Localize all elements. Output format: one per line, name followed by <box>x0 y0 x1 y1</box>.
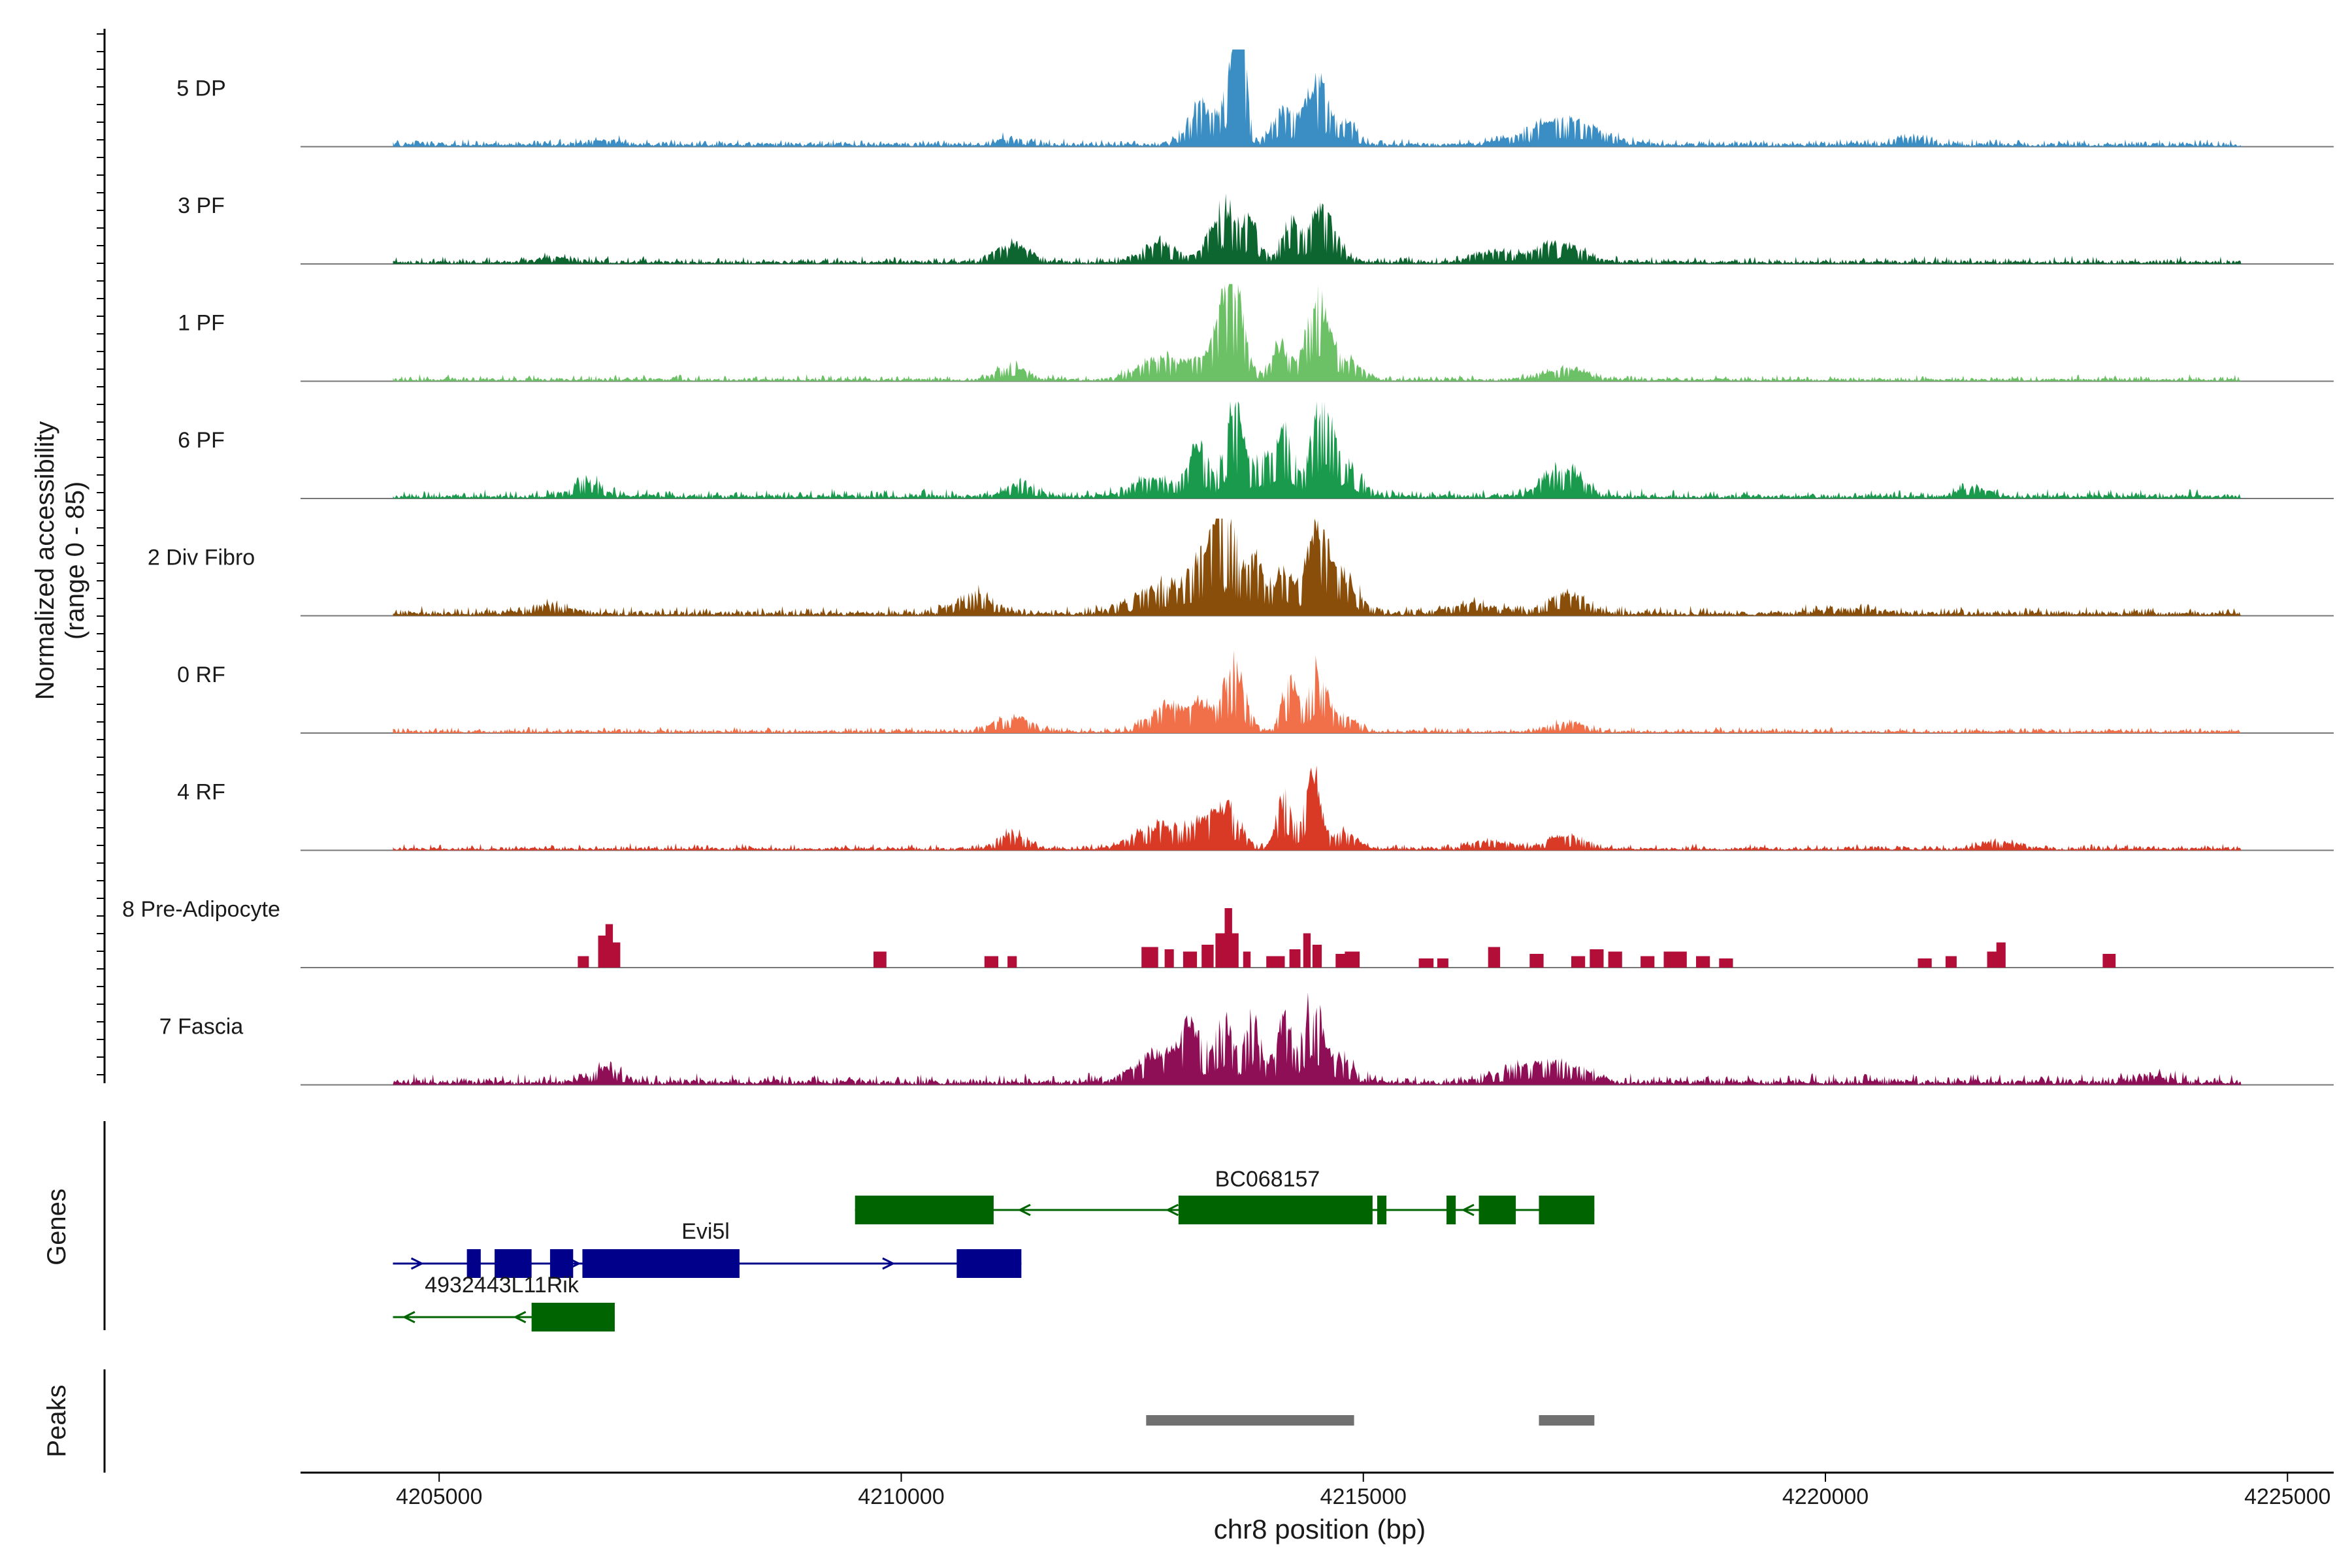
exon-block <box>1478 1196 1516 1224</box>
x-tick-label: 4220000 <box>1782 1484 1869 1509</box>
coverage-area <box>393 193 2242 264</box>
peaks-track <box>103 1369 1595 1473</box>
coverage-area <box>393 518 2242 616</box>
track-label: 7 Fascia <box>159 1015 244 1039</box>
exon-block <box>1539 1196 1595 1224</box>
track-5-dp: 5 DP <box>176 49 2334 148</box>
peak-region <box>1146 1415 1354 1426</box>
exon-block <box>956 1249 1022 1278</box>
gene-4932443l11rik: 4932443L11Rik <box>393 1273 615 1331</box>
x-tick-label: 4205000 <box>396 1484 482 1509</box>
gene-label: Evi5l <box>681 1219 730 1244</box>
track-2-div-fibro: 2 Div Fibro <box>148 518 2334 617</box>
gene-annotation-track: BC068157 Evi5l 4932443L11Rik <box>103 1121 1595 1331</box>
track-4-rf: 4 RF <box>177 765 2334 851</box>
gene-label: BC068157 <box>1215 1167 1320 1192</box>
coverage-area <box>578 908 2116 968</box>
y-axis-title-line-1: Normalized accessibility <box>31 421 59 700</box>
gene-bc068157: BC068157 <box>855 1167 1595 1224</box>
left-axis <box>97 29 106 1083</box>
strand-arrow <box>1461 1203 1475 1217</box>
track-label: 5 DP <box>176 76 226 101</box>
strand-arrow <box>1017 1203 1031 1217</box>
strand-arrow <box>882 1257 896 1270</box>
x-axis: 4205000 4210000 4215000 4220000 4225000 <box>301 1471 2334 1509</box>
track-label: 0 RF <box>177 662 225 687</box>
exon-block <box>855 1196 994 1224</box>
x-tick-label: 4215000 <box>1320 1484 1407 1509</box>
track-label: 3 PF <box>178 193 225 218</box>
peak-region <box>1539 1415 1595 1426</box>
track-1-pf: 1 PF <box>178 284 2334 382</box>
track-0-rf: 0 RF <box>177 649 2334 734</box>
gene-label: 4932443L11Rik <box>425 1273 580 1298</box>
exon-block <box>1446 1196 1456 1224</box>
track-7-fascia: 7 Fascia <box>159 992 2334 1086</box>
track-label: 4 RF <box>177 780 225 805</box>
coverage-area <box>393 649 2242 733</box>
coverage-area <box>393 401 2242 498</box>
genes-track-label: Genes <box>42 1188 71 1266</box>
y-axis-title-line-2: (range 0 - 85) <box>61 482 90 640</box>
track-label: 8 Pre-Adipocyte <box>122 897 280 922</box>
gene-evi5l: Evi5l <box>393 1219 1022 1278</box>
coverage-area <box>393 49 2242 147</box>
exon-block <box>466 1249 481 1278</box>
exon-block <box>549 1249 574 1278</box>
x-tick-label: 4210000 <box>858 1484 944 1509</box>
exon-block <box>582 1249 740 1278</box>
strand-arrow <box>513 1311 527 1324</box>
coverage-tracks: 5 DP 3 PF 1 PF 6 PF 2 Div Fibro 0 RF 4 RF 8 Pre… <box>122 49 2334 1086</box>
peaks-track-label: Peaks <box>42 1384 71 1457</box>
coverage-area <box>393 992 2242 1085</box>
strand-arrow <box>402 1311 416 1324</box>
track-label: 1 PF <box>178 311 225 336</box>
exon-block <box>1178 1196 1373 1224</box>
track-6-pf: 6 PF <box>178 401 2334 499</box>
coverage-area <box>393 284 2242 382</box>
exon-block <box>531 1303 615 1331</box>
track-8-pre-adipocyte: 8 Pre-Adipocyte <box>122 897 2334 968</box>
track-label: 2 Div Fibro <box>148 546 255 570</box>
x-axis-title: chr8 position (bp) <box>1214 1514 1426 1544</box>
x-tick-label: 4225000 <box>2244 1484 2330 1509</box>
track-3-pf: 3 PF <box>178 193 2334 265</box>
track-label: 6 PF <box>178 428 225 453</box>
coverage-area <box>393 765 2242 851</box>
exon-block <box>495 1249 532 1278</box>
strand-arrow <box>410 1257 424 1270</box>
exon-block <box>1377 1196 1387 1224</box>
strand-arrow <box>1165 1203 1179 1217</box>
